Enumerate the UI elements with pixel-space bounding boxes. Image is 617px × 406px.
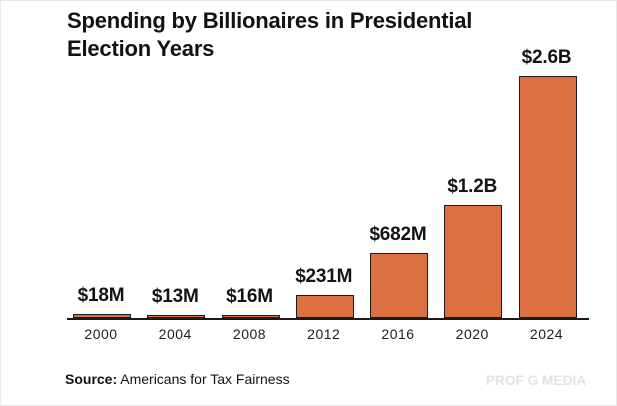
x-tick-label-2004: 2004	[158, 326, 192, 342]
chart-title: Spending by Billionaires in Presidential…	[67, 7, 577, 63]
value-label-2016: $682M	[369, 224, 427, 245]
value-label-2020: $1.2B	[447, 176, 498, 197]
bar-2000	[73, 314, 131, 318]
bar-2004	[147, 315, 206, 318]
x-tick-label-2012: 2012	[307, 326, 341, 342]
value-label-2004: $13M	[151, 286, 199, 307]
bar-2012	[295, 295, 354, 318]
value-label-2008: $16M	[226, 286, 273, 307]
chart-title-line2: Election Years	[67, 36, 215, 61]
bar-2008	[221, 315, 280, 318]
x-tick-label-2008: 2008	[232, 326, 267, 342]
bar-2020	[444, 205, 503, 318]
value-label-2000: $18M	[77, 285, 125, 306]
x-tick-label-2016: 2016	[381, 326, 415, 342]
value-label-2024: $2.6B	[521, 47, 572, 68]
source-label: Source:	[65, 371, 118, 387]
x-tick-label-2024: 2024	[529, 326, 564, 342]
x-tick-label-2000: 2000	[84, 326, 118, 342]
source-attribution: Source: Americans for Tax Fairness	[65, 371, 290, 387]
value-label-2012: $231M	[295, 266, 353, 287]
bar-2016	[370, 253, 428, 318]
bar-chart-plot-area: $18M 2000 $13M 2004 $16M 2008 $231M 2012 $682M 20…	[67, 47, 589, 342]
bar-2024	[518, 76, 577, 318]
source-text: Americans for Tax Fairness	[117, 371, 290, 387]
x-tick-label-2020: 2020	[455, 326, 489, 342]
chart-title-line1: Spending by Billionaires in Presidential	[67, 8, 473, 33]
watermark-prof-g-media: PROF G MEDIA	[485, 372, 586, 388]
